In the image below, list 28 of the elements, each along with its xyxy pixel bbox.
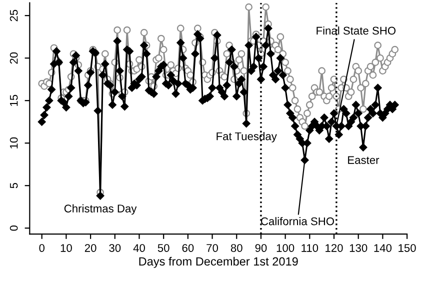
x-tick-label: 30 bbox=[109, 244, 121, 252]
annotation: California SHO bbox=[261, 217, 334, 226]
y-tick-label: 0 bbox=[10, 225, 18, 231]
x-tick-label: 50 bbox=[158, 244, 170, 252]
x-tick-label: 100 bbox=[276, 244, 294, 252]
x-tick-label: 0 bbox=[39, 244, 45, 252]
x-tick-label: 130 bbox=[350, 244, 368, 252]
x-tick-label: 10 bbox=[60, 244, 72, 252]
y-tick-label: 5 bbox=[10, 182, 18, 188]
annotation: Easter bbox=[348, 156, 380, 164]
x-tick-label: 120 bbox=[326, 244, 343, 252]
annotation: Fat Tuesday bbox=[216, 132, 277, 142]
y-tick-label: 20 bbox=[10, 52, 18, 64]
x-tick-label: 90 bbox=[255, 244, 267, 252]
x-tick-label: 70 bbox=[206, 244, 218, 252]
annotation: Christmas Day bbox=[64, 204, 137, 215]
x-tick-label: 110 bbox=[302, 244, 318, 252]
x-tick-label: 20 bbox=[84, 244, 96, 252]
x-tick-label: 80 bbox=[230, 244, 242, 252]
x-tick-label: 150 bbox=[398, 244, 416, 252]
y-tick-label: 25 bbox=[10, 10, 18, 22]
x-tick-label: 60 bbox=[182, 244, 194, 252]
y-tick-label: 15 bbox=[10, 94, 18, 106]
y-tick-label: 10 bbox=[10, 137, 18, 148]
x-tick-label: 40 bbox=[133, 244, 145, 252]
x-axis-title: Days from December 1st 2019 bbox=[139, 256, 298, 268]
x-tick-label: 140 bbox=[374, 244, 392, 252]
annotation: Final State SHO bbox=[316, 26, 396, 35]
